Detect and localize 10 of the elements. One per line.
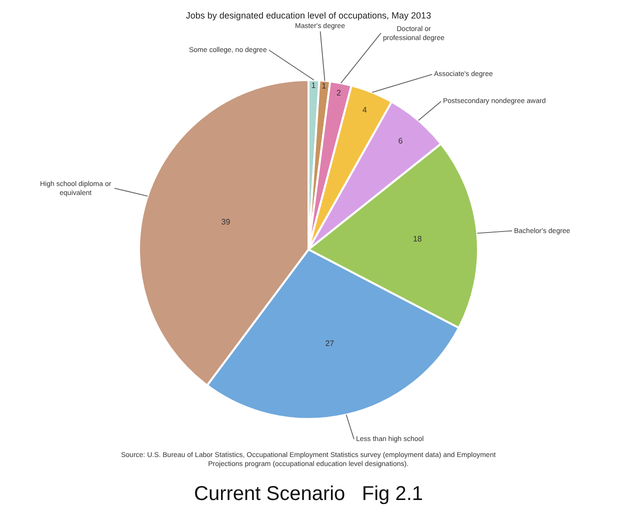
data-label: 1 [311, 80, 316, 90]
data-label: 2 [336, 88, 342, 98]
data-label: 6 [398, 136, 404, 146]
data-label: 27 [325, 338, 335, 348]
data-label: 39 [221, 218, 231, 227]
data-label: 18 [412, 234, 422, 244]
chart-title: Jobs by designated education level of occupations, May 2013 [186, 10, 432, 20]
data-label: 1 [322, 82, 327, 91]
data-label: 4 [362, 106, 368, 115]
text: Current Scenario Fig 2.1 [194, 483, 423, 505]
